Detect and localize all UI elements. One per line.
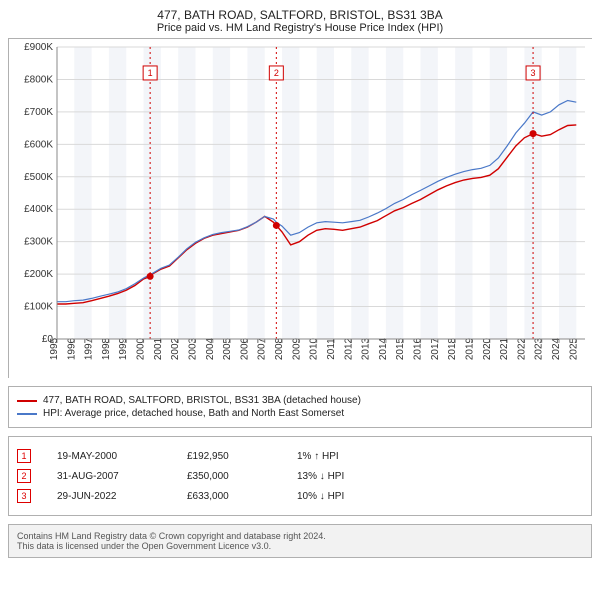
- sale-date: 29-JUN-2022: [57, 491, 177, 502]
- page-subtitle: Price paid vs. HM Land Registry's House …: [8, 22, 592, 34]
- svg-text:2003: 2003: [187, 337, 198, 360]
- footer-attribution: Contains HM Land Registry data © Crown c…: [8, 524, 592, 558]
- legend-item: HPI: Average price, detached house, Bath…: [17, 408, 583, 419]
- sale-marker-badge: 1: [17, 449, 31, 463]
- svg-text:2004: 2004: [205, 337, 216, 360]
- sale-row: 2 31-AUG-2007 £350,000 13% ↓ HPI: [17, 469, 583, 483]
- svg-text:3: 3: [531, 68, 536, 78]
- svg-text:£100K: £100K: [24, 302, 53, 313]
- svg-text:£500K: £500K: [24, 172, 53, 183]
- svg-text:2000: 2000: [136, 337, 147, 360]
- svg-text:£900K: £900K: [24, 42, 53, 53]
- sale-marker-badge: 3: [17, 489, 31, 503]
- svg-text:2006: 2006: [239, 337, 250, 360]
- chart-svg: £0£100K£200K£300K£400K£500K£600K£700K£80…: [9, 39, 593, 379]
- svg-text:2009: 2009: [291, 337, 302, 360]
- sale-price: £192,950: [187, 451, 287, 462]
- svg-text:2010: 2010: [309, 337, 320, 360]
- svg-text:2022: 2022: [516, 337, 527, 360]
- sale-vs-hpi: 10% ↓ HPI: [297, 491, 417, 502]
- sale-marker-badge: 2: [17, 469, 31, 483]
- legend-label: 477, BATH ROAD, SALTFORD, BRISTOL, BS31 …: [43, 395, 361, 406]
- svg-text:2008: 2008: [274, 337, 285, 360]
- svg-text:1997: 1997: [84, 337, 95, 360]
- svg-text:£200K: £200K: [24, 269, 53, 280]
- sale-row: 1 19-MAY-2000 £192,950 1% ↑ HPI: [17, 449, 583, 463]
- svg-text:2011: 2011: [326, 338, 337, 360]
- svg-text:2024: 2024: [551, 337, 562, 360]
- price-chart: £0£100K£200K£300K£400K£500K£600K£700K£80…: [8, 38, 592, 378]
- sale-date: 31-AUG-2007: [57, 471, 177, 482]
- svg-text:2025: 2025: [568, 337, 579, 360]
- svg-text:2005: 2005: [222, 337, 233, 360]
- sales-list: 1 19-MAY-2000 £192,950 1% ↑ HPI 2 31-AUG-2007…: [8, 436, 592, 516]
- sale-vs-hpi: 13% ↓ HPI: [297, 471, 417, 482]
- svg-text:1995: 1995: [49, 337, 60, 360]
- svg-text:2020: 2020: [482, 337, 493, 360]
- sale-vs-hpi: 1% ↑ HPI: [297, 451, 417, 462]
- legend-swatch: [17, 400, 37, 402]
- svg-text:2017: 2017: [430, 337, 441, 360]
- legend-swatch: [17, 413, 37, 415]
- svg-text:1998: 1998: [101, 337, 112, 360]
- svg-text:1996: 1996: [66, 337, 77, 360]
- svg-text:2001: 2001: [153, 337, 164, 360]
- sale-price: £350,000: [187, 471, 287, 482]
- svg-text:2021: 2021: [499, 337, 510, 360]
- svg-text:2014: 2014: [378, 337, 389, 360]
- svg-text:1: 1: [148, 68, 153, 78]
- svg-text:£400K: £400K: [24, 204, 53, 215]
- svg-text:£800K: £800K: [24, 74, 53, 85]
- legend-item: 477, BATH ROAD, SALTFORD, BRISTOL, BS31 …: [17, 395, 583, 406]
- svg-text:2: 2: [274, 68, 279, 78]
- svg-text:2015: 2015: [395, 337, 406, 360]
- sale-date: 19-MAY-2000: [57, 451, 177, 462]
- svg-text:2007: 2007: [257, 337, 268, 360]
- footer-line-1: Contains HM Land Registry data © Crown c…: [17, 531, 583, 541]
- sale-price: £633,000: [187, 491, 287, 502]
- svg-text:2002: 2002: [170, 337, 181, 360]
- svg-text:£300K: £300K: [24, 237, 53, 248]
- svg-text:£700K: £700K: [24, 107, 53, 118]
- footer-line-2: This data is licensed under the Open Gov…: [17, 541, 583, 551]
- svg-text:2012: 2012: [343, 337, 354, 360]
- legend: 477, BATH ROAD, SALTFORD, BRISTOL, BS31 …: [8, 386, 592, 428]
- svg-text:2019: 2019: [464, 337, 475, 360]
- svg-text:2016: 2016: [413, 337, 424, 360]
- sale-row: 3 29-JUN-2022 £633,000 10% ↓ HPI: [17, 489, 583, 503]
- svg-text:2023: 2023: [534, 337, 545, 360]
- svg-text:1999: 1999: [118, 337, 129, 360]
- legend-label: HPI: Average price, detached house, Bath…: [43, 408, 344, 419]
- svg-text:2013: 2013: [361, 337, 372, 360]
- svg-text:2018: 2018: [447, 337, 458, 360]
- page-title: 477, BATH ROAD, SALTFORD, BRISTOL, BS31 …: [8, 8, 592, 22]
- svg-text:£600K: £600K: [24, 139, 53, 150]
